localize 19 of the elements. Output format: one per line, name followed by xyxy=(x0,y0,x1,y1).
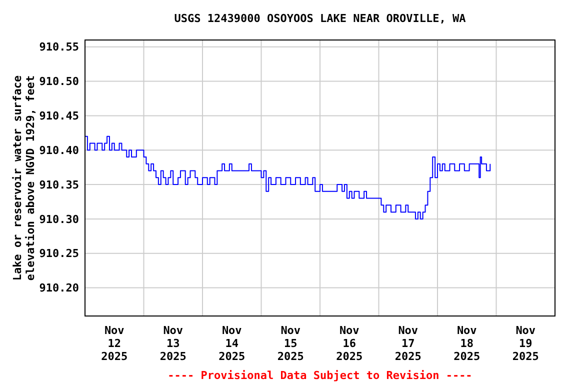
y-tick-label: 910.55 xyxy=(39,40,79,54)
x-tick-label: Nov 19 2025 xyxy=(512,324,539,363)
y-tick-label: 910.35 xyxy=(39,178,79,192)
y-tick-label: 910.40 xyxy=(39,144,79,157)
x-tick-label: Nov 16 2025 xyxy=(336,324,363,363)
x-tick-label: Nov 18 2025 xyxy=(454,324,480,363)
x-tick-label: Nov 14 2025 xyxy=(218,324,246,363)
y-tick-label: 910.50 xyxy=(39,75,79,88)
y-tick-label: 910.20 xyxy=(39,282,79,295)
y-tick-label: 910.45 xyxy=(39,110,79,123)
y-axis-title: Lake or reservoir water surface elevation above NGVD 1929, feet xyxy=(11,74,37,281)
y-tick-label: 910.25 xyxy=(39,247,79,260)
y-tick-label: 910.30 xyxy=(39,212,79,226)
x-tick-label: Nov 12 2025 xyxy=(101,324,128,363)
x-tick-label: Nov 15 2025 xyxy=(277,324,304,363)
x-tick-label: Nov 17 2025 xyxy=(394,324,422,363)
text: ---- Provisional Data Subject to Revision ---- xyxy=(168,369,472,382)
chart-title: USGS 12439000 OSOYOOS LAKE NEAR OROVILLE, WA xyxy=(174,12,466,25)
x-tick-label: Nov 13 2025 xyxy=(160,324,186,363)
